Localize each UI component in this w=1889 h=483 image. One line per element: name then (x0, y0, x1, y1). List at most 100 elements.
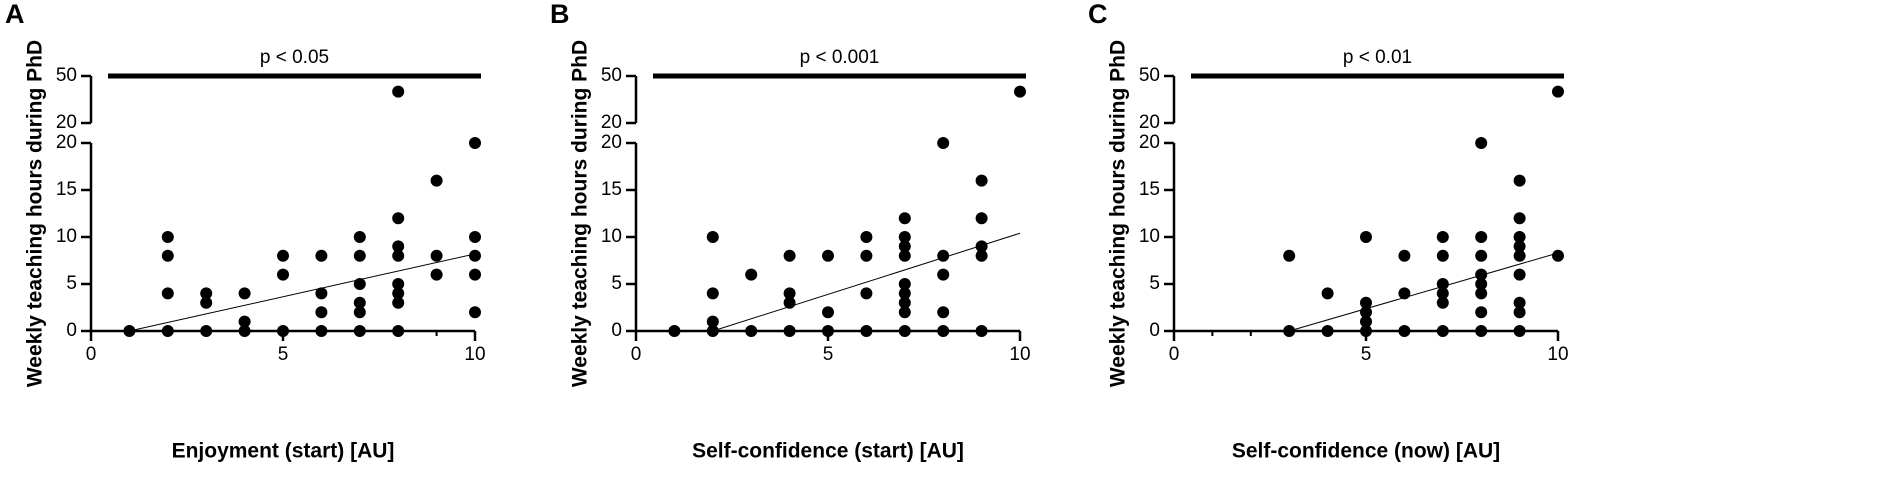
point (860, 325, 873, 337)
point (392, 249, 405, 262)
point (1360, 306, 1372, 319)
x-axis-label: Self-confidence (now) [AU] (1232, 440, 1500, 463)
point (392, 325, 405, 337)
point (200, 325, 213, 337)
trendline (712, 232, 1021, 332)
point (392, 240, 405, 253)
y-tick-label: 50 (601, 65, 622, 86)
point (238, 315, 251, 328)
x-tick-label: 10 (464, 344, 485, 365)
x-axis-label: Self-confidence (start) [AU] (692, 440, 964, 463)
point (745, 268, 758, 281)
y-tick-label: 10 (601, 226, 622, 247)
y-tick-label: 20 (601, 112, 622, 133)
y-tick-label: 20 (601, 132, 622, 153)
point (1552, 249, 1564, 262)
point (353, 325, 366, 337)
y-tick-label: 15 (1139, 179, 1160, 200)
point (745, 325, 758, 337)
y-tick-label: 10 (1139, 226, 1160, 247)
panel-label: B (550, 0, 570, 29)
y-tick-label: 5 (1149, 273, 1160, 294)
y-tick-label: 20 (56, 112, 77, 133)
point (668, 325, 681, 337)
point (1475, 268, 1488, 281)
point (1283, 249, 1296, 262)
y-tick-label: 10 (56, 226, 77, 247)
point (706, 325, 719, 337)
point (353, 249, 366, 262)
point (1398, 325, 1411, 337)
y-axis-label: Weekly teaching hours during PhD (1107, 40, 1130, 387)
point (975, 212, 988, 225)
annotation: p < 0.05 (260, 47, 329, 68)
annotation: p < 0.001 (800, 47, 880, 68)
point (277, 249, 289, 262)
point (469, 231, 481, 243)
x-tick-label: 5 (278, 344, 289, 365)
point (937, 249, 950, 262)
point (200, 287, 213, 300)
point (392, 85, 405, 98)
y-axis-label: Weekly teaching hours during PhD (24, 40, 47, 387)
trendline (129, 253, 476, 332)
x-tick-label: 10 (1547, 344, 1568, 365)
point (1475, 231, 1488, 243)
point (315, 287, 328, 300)
x-axis-label: Enjoyment (start) [AU] (172, 440, 395, 463)
point (706, 231, 719, 243)
point (315, 249, 328, 262)
point (392, 296, 405, 309)
point (937, 306, 950, 319)
point (975, 174, 988, 187)
point (975, 240, 988, 253)
point (898, 240, 911, 253)
point (860, 287, 873, 300)
y-tick-label: 20 (1139, 112, 1160, 133)
point (1436, 231, 1449, 243)
point (315, 306, 328, 319)
point (860, 249, 873, 262)
point (1475, 278, 1488, 290)
point (898, 325, 911, 337)
point (161, 231, 174, 243)
point (1436, 325, 1449, 337)
point (1436, 296, 1449, 309)
point (1360, 231, 1372, 243)
point (353, 306, 366, 319)
point (706, 287, 719, 300)
point (1360, 315, 1372, 328)
point (1436, 287, 1449, 300)
point (353, 278, 366, 290)
point (430, 268, 443, 281)
point (315, 325, 328, 337)
point (1360, 325, 1372, 337)
point (161, 287, 174, 300)
panel-label: A (5, 0, 25, 29)
y-tick-label: 0 (1149, 320, 1160, 341)
point (277, 325, 289, 337)
point (238, 287, 251, 300)
point (898, 296, 911, 309)
point (123, 325, 136, 337)
point (1475, 287, 1488, 300)
point (1513, 249, 1526, 262)
point (783, 296, 796, 309)
y-tick-label: 5 (66, 273, 77, 294)
x-tick-label: 0 (1169, 344, 1180, 365)
point (1321, 287, 1334, 300)
x-tick-label: 5 (1361, 344, 1372, 365)
x-tick-label: 0 (86, 344, 97, 365)
point (783, 325, 796, 337)
point (1513, 325, 1526, 337)
point (392, 212, 405, 225)
point (469, 249, 481, 262)
point (161, 249, 174, 262)
point (277, 268, 289, 281)
point (392, 287, 405, 300)
point (430, 249, 443, 262)
point (1513, 240, 1526, 253)
point (469, 268, 481, 281)
point (200, 296, 213, 309)
